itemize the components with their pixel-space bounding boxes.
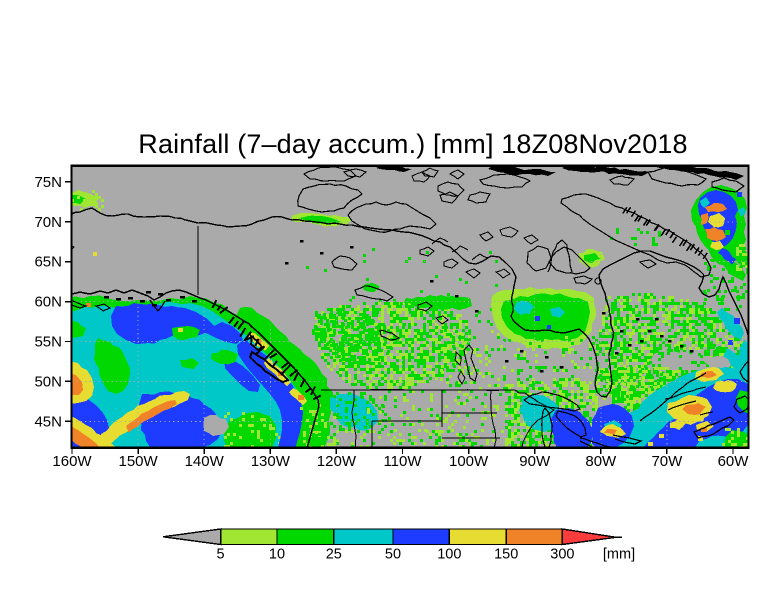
svg-text:130W: 130W [251,453,291,470]
svg-text:90W: 90W [519,453,551,470]
svg-text:[mm]: [mm] [603,547,635,563]
svg-text:45N: 45N [34,413,62,430]
svg-text:60W: 60W [718,453,750,470]
svg-text:65N: 65N [34,254,62,271]
svg-text:5: 5 [217,547,225,563]
svg-text:25: 25 [326,547,342,563]
svg-text:110W: 110W [383,453,422,470]
svg-text:55N: 55N [34,334,62,351]
svg-text:150: 150 [494,547,518,563]
svg-text:140W: 140W [185,453,225,470]
svg-text:160W: 160W [52,453,92,470]
svg-text:70N: 70N [34,214,62,231]
svg-text:100: 100 [437,547,461,563]
svg-text:75N: 75N [34,174,62,191]
svg-text:50N: 50N [34,373,62,390]
svg-text:80W: 80W [585,453,617,470]
svg-text:150W: 150W [119,453,159,470]
svg-text:70W: 70W [651,453,683,470]
svg-text:10: 10 [269,547,285,563]
svg-text:300: 300 [550,547,574,563]
svg-text:50: 50 [385,547,401,563]
svg-text:100W: 100W [449,453,489,470]
svg-text:60N: 60N [34,294,62,311]
svg-text:120W: 120W [317,453,357,470]
